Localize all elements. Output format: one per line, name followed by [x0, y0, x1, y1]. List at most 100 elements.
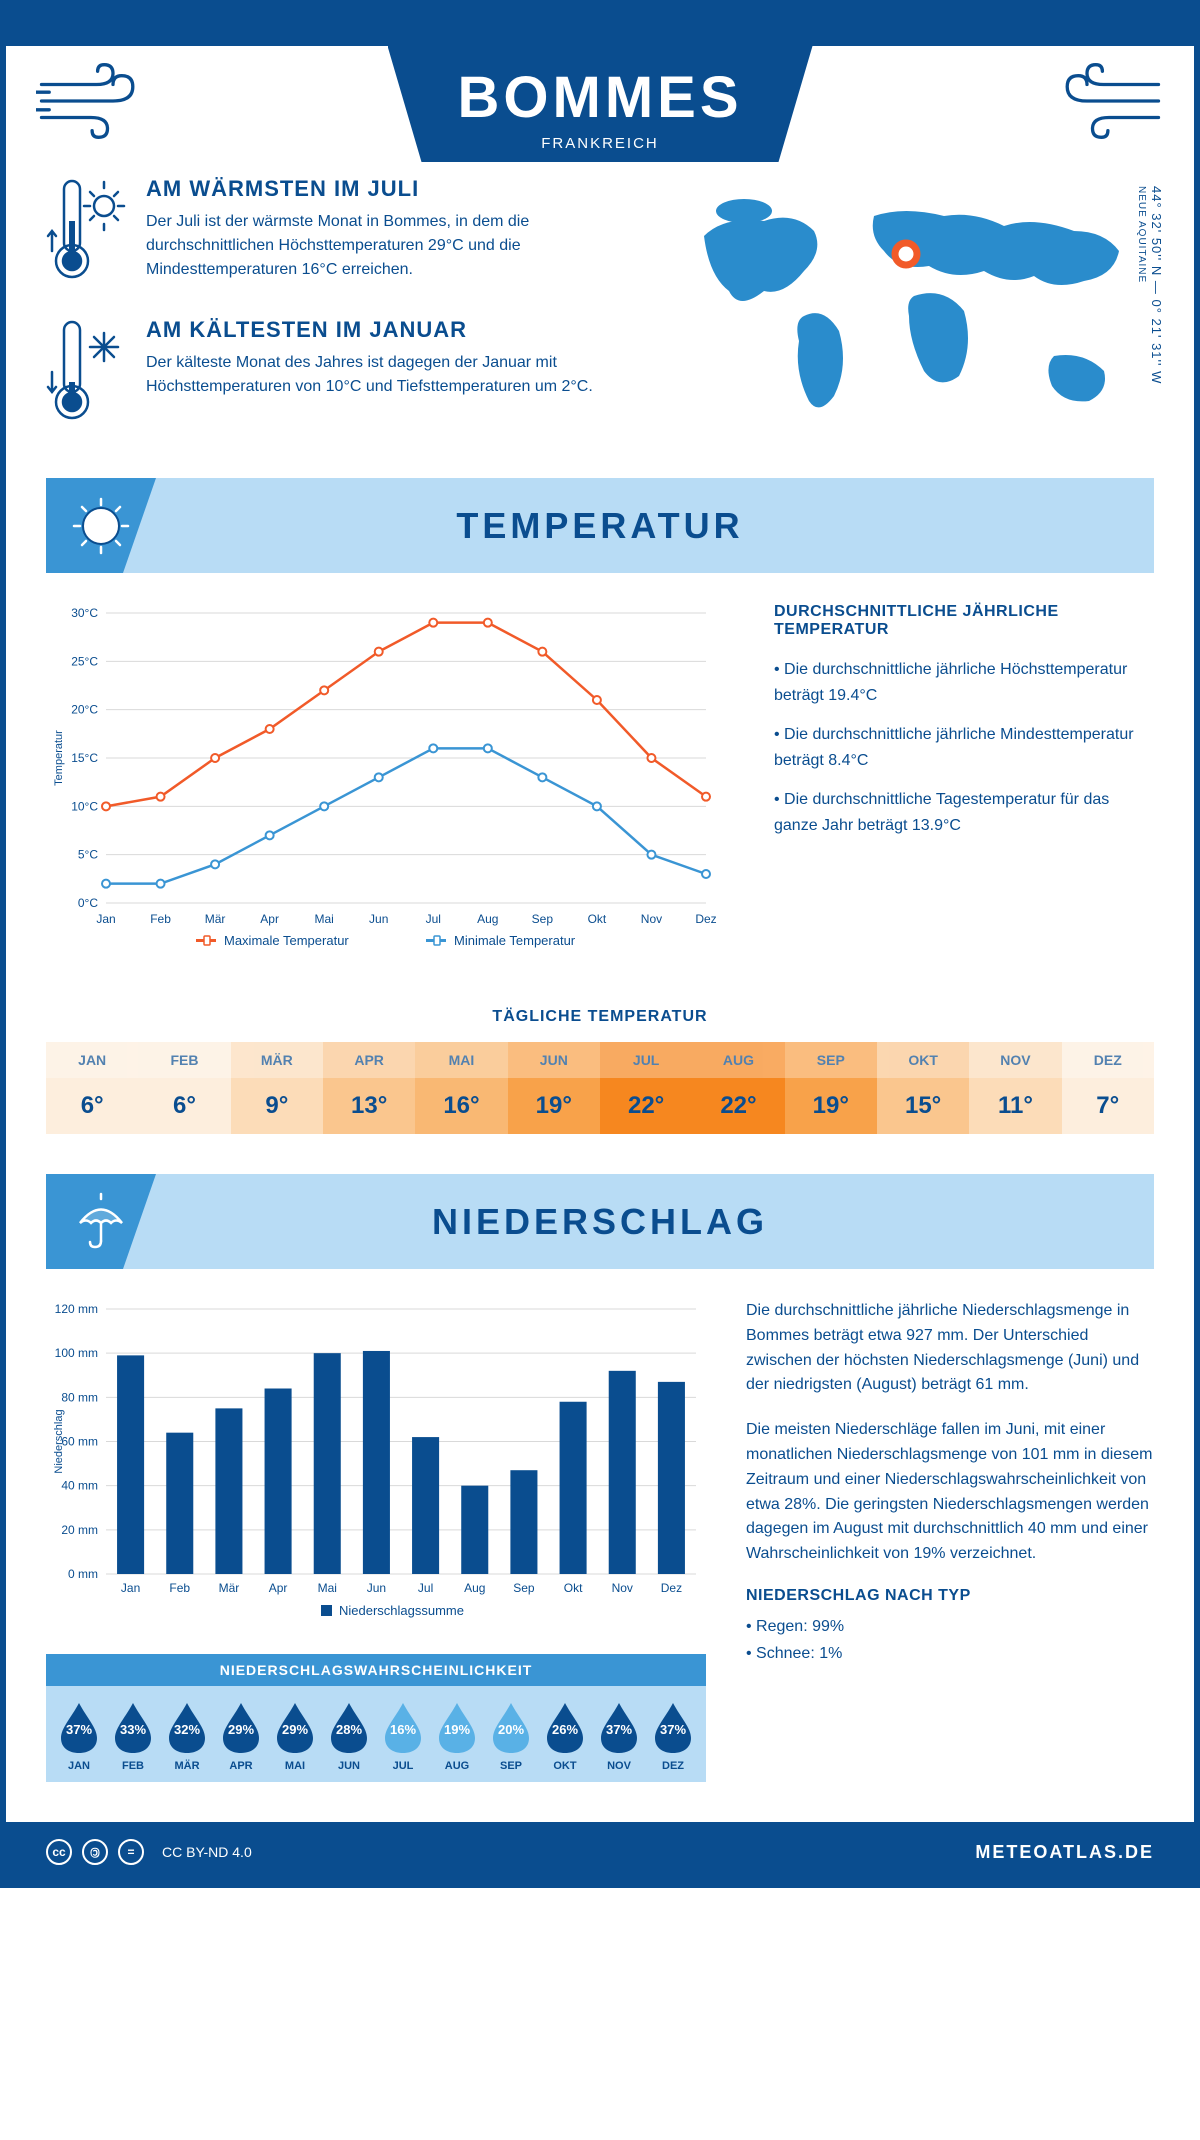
- svg-text:Nov: Nov: [641, 912, 662, 926]
- prob-cell: 20% SEP: [486, 1700, 536, 1772]
- prob-cell: 26% OKT: [540, 1700, 590, 1772]
- nd-icon: =: [118, 1839, 144, 1865]
- precipitation-probability-box: NIEDERSCHLAGSWAHRSCHEINLICHKEIT 37% JAN …: [46, 1654, 706, 1782]
- temp-cell: APR 13°: [323, 1042, 415, 1134]
- intro-section: AM WÄRMSTEN IM JULI Der Juli ist der wär…: [6, 146, 1194, 478]
- coldest-title: AM KÄLTESTEN IM JANUAR: [146, 317, 644, 343]
- site-name: METEOATLAS.DE: [975, 1842, 1154, 1863]
- svg-text:30°C: 30°C: [71, 606, 98, 620]
- daily-temp-title: TÄGLICHE TEMPERATUR: [6, 1008, 1194, 1026]
- raindrop-icon: 29%: [219, 1700, 263, 1754]
- prob-cell: 37% DEZ: [648, 1700, 698, 1772]
- prob-cell: 37% JAN: [54, 1700, 104, 1772]
- prob-cell: 33% FEB: [108, 1700, 158, 1772]
- svg-text:Aug: Aug: [464, 1581, 485, 1595]
- temp-cell: SEP 19°: [785, 1042, 877, 1134]
- temp-cell: OKT 15°: [877, 1042, 969, 1134]
- title-ribbon: BOMMES FRANKREICH: [388, 46, 813, 162]
- svg-text:Jun: Jun: [367, 1581, 386, 1595]
- svg-text:Jul: Jul: [426, 912, 441, 926]
- temp-cell: AUG 22°: [692, 1042, 784, 1134]
- coldest-block: AM KÄLTESTEN IM JANUAR Der kälteste Mona…: [46, 317, 644, 432]
- raindrop-icon: 16%: [381, 1700, 425, 1754]
- world-map: 44° 32' 50'' N — 0° 21' 31'' W NEUE AQUI…: [674, 176, 1154, 458]
- cc-icon: cc: [46, 1839, 72, 1865]
- svg-text:100 mm: 100 mm: [55, 1346, 98, 1360]
- thermometer-hot-icon: [46, 176, 126, 291]
- temp-cell: MÄR 9°: [231, 1042, 323, 1134]
- coordinates: 44° 32' 50'' N — 0° 21' 31'' W NEUE AQUI…: [1134, 186, 1164, 384]
- svg-text:Temperatur: Temperatur: [53, 730, 65, 786]
- svg-text:Niederschlag: Niederschlag: [53, 1409, 65, 1473]
- temp-cell: JUL 22°: [600, 1042, 692, 1134]
- coldest-text: Der kälteste Monat des Jahres ist dagege…: [146, 351, 644, 399]
- svg-text:Dez: Dez: [695, 912, 716, 926]
- svg-text:80 mm: 80 mm: [61, 1390, 98, 1404]
- precipitation-bar-chart: 0 mm20 mm40 mm60 mm80 mm100 mm120 mmJanF…: [46, 1299, 706, 1629]
- raindrop-icon: 29%: [273, 1700, 317, 1754]
- svg-text:40 mm: 40 mm: [61, 1479, 98, 1493]
- svg-text:Feb: Feb: [169, 1581, 190, 1595]
- wind-icon: [1054, 61, 1164, 141]
- raindrop-icon: 26%: [543, 1700, 587, 1754]
- svg-text:Mär: Mär: [205, 912, 226, 926]
- wind-icon: [36, 61, 146, 141]
- prob-cell: 29% APR: [216, 1700, 266, 1772]
- page-subtitle: FRANKREICH: [458, 135, 743, 152]
- temp-cell: JUN 19°: [508, 1042, 600, 1134]
- svg-text:Apr: Apr: [269, 1581, 288, 1595]
- footer: cc 🄯 = CC BY-ND 4.0 METEOATLAS.DE: [6, 1822, 1194, 1882]
- prob-cell: 19% AUG: [432, 1700, 482, 1772]
- infographic-page: BOMMES FRANKREICH AM WÄRMSTEN IM JULI: [0, 0, 1200, 1888]
- svg-text:Jul: Jul: [418, 1581, 433, 1595]
- temperature-info: DURCHSCHNITTLICHE JÄHRLICHE TEMPERATUR •…: [774, 603, 1154, 968]
- temp-cell: FEB 6°: [138, 1042, 230, 1134]
- svg-text:Mai: Mai: [318, 1581, 337, 1595]
- svg-text:20°C: 20°C: [71, 703, 98, 717]
- svg-text:Minimale Temperatur: Minimale Temperatur: [454, 933, 576, 948]
- svg-text:Okt: Okt: [588, 912, 607, 926]
- svg-text:Apr: Apr: [260, 912, 279, 926]
- temp-cell: DEZ 7°: [1062, 1042, 1154, 1134]
- svg-text:0°C: 0°C: [78, 896, 98, 910]
- temp-cell: MAI 16°: [415, 1042, 507, 1134]
- page-title: BOMMES: [458, 64, 743, 131]
- warmest-title: AM WÄRMSTEN IM JULI: [146, 176, 644, 202]
- svg-text:Nov: Nov: [612, 1581, 633, 1595]
- prob-cell: 32% MÄR: [162, 1700, 212, 1772]
- raindrop-icon: 20%: [489, 1700, 533, 1754]
- raindrop-icon: 37%: [597, 1700, 641, 1754]
- svg-text:Mär: Mär: [219, 1581, 240, 1595]
- svg-text:25°C: 25°C: [71, 654, 98, 668]
- temperature-title: TEMPERATUR: [456, 505, 743, 547]
- temperature-line-chart: 0°C5°C10°C15°C20°C25°C30°CJanFebMärAprMa…: [46, 603, 734, 968]
- sun-icon: [46, 478, 156, 573]
- temp-cell: NOV 11°: [969, 1042, 1061, 1134]
- header: BOMMES FRANKREICH: [6, 6, 1194, 146]
- precipitation-title: NIEDERSCHLAG: [432, 1201, 768, 1243]
- prob-cell: 28% JUN: [324, 1700, 374, 1772]
- precipitation-info: Die durchschnittliche jährliche Niedersc…: [746, 1299, 1154, 1782]
- license-text: CC BY-ND 4.0: [162, 1844, 252, 1860]
- prob-cell: 37% NOV: [594, 1700, 644, 1772]
- svg-text:Jan: Jan: [96, 912, 115, 926]
- temp-cell: JAN 6°: [46, 1042, 138, 1134]
- svg-text:0 mm: 0 mm: [68, 1567, 98, 1581]
- raindrop-icon: 37%: [57, 1700, 101, 1754]
- svg-text:Okt: Okt: [564, 1581, 583, 1595]
- warmest-block: AM WÄRMSTEN IM JULI Der Juli ist der wär…: [46, 176, 644, 291]
- umbrella-icon: [46, 1174, 156, 1269]
- warmest-text: Der Juli ist der wärmste Monat in Bommes…: [146, 210, 644, 282]
- svg-text:Sep: Sep: [532, 912, 554, 926]
- svg-text:Niederschlagssumme: Niederschlagssumme: [339, 1603, 464, 1618]
- by-icon: 🄯: [82, 1839, 108, 1865]
- svg-text:120 mm: 120 mm: [55, 1302, 98, 1316]
- svg-text:Sep: Sep: [513, 1581, 535, 1595]
- svg-text:20 mm: 20 mm: [61, 1523, 98, 1537]
- svg-text:10°C: 10°C: [71, 799, 98, 813]
- raindrop-icon: 19%: [435, 1700, 479, 1754]
- svg-text:Aug: Aug: [477, 912, 498, 926]
- svg-text:Jan: Jan: [121, 1581, 140, 1595]
- svg-text:Dez: Dez: [661, 1581, 682, 1595]
- prob-cell: 29% MAI: [270, 1700, 320, 1772]
